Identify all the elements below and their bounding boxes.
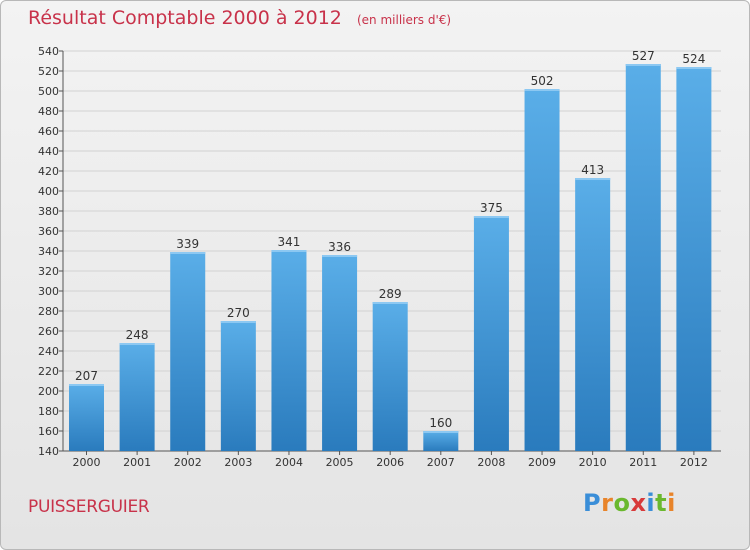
logo-letter: o	[613, 489, 631, 517]
proxiti-logo: Proxiti	[583, 489, 676, 517]
bar-highlight	[473, 216, 509, 218]
bar-value-label: 413	[581, 163, 604, 177]
bar	[423, 431, 459, 451]
logo-letter: x	[630, 489, 647, 517]
bar	[322, 255, 358, 451]
x-tick-label: 2004	[275, 456, 303, 469]
y-tick-label: 380	[38, 205, 59, 218]
y-tick-label: 500	[38, 85, 59, 98]
logo-letter: r	[601, 489, 614, 517]
bar-highlight	[119, 343, 155, 345]
bar-highlight	[575, 178, 611, 180]
bar-value-label: 524	[682, 52, 705, 66]
title-row: Résultat Comptable 2000 à 2012 (en milli…	[28, 7, 451, 29]
bar	[271, 250, 307, 451]
chart-title: Résultat Comptable 2000 à 2012	[28, 7, 342, 29]
bar-value-label: 375	[480, 201, 503, 215]
x-tick-label: 2010	[579, 456, 607, 469]
y-tick-label: 400	[38, 185, 59, 198]
x-tick-label: 2012	[680, 456, 708, 469]
bar	[676, 67, 712, 451]
bar-highlight	[372, 302, 408, 304]
bar	[524, 89, 560, 451]
y-tick-label: 360	[38, 225, 59, 238]
y-tick-label: 220	[38, 365, 59, 378]
x-tick-label: 2007	[427, 456, 455, 469]
y-tick-label: 240	[38, 345, 59, 358]
x-tick-label: 2000	[73, 456, 101, 469]
bar-highlight	[524, 89, 560, 91]
y-tick-label: 160	[38, 425, 59, 438]
y-tick-label: 180	[38, 405, 59, 418]
bar-value-label: 341	[278, 235, 301, 249]
bar	[625, 64, 661, 451]
chart-subtitle: (en milliers d'€)	[356, 13, 452, 27]
bars	[69, 64, 712, 451]
bar-value-label: 336	[328, 240, 351, 254]
x-tick-label: 2005	[326, 456, 354, 469]
x-tick-label: 2009	[528, 456, 556, 469]
bar	[170, 252, 206, 451]
y-tick-label: 540	[38, 45, 59, 58]
y-tick-label: 480	[38, 105, 59, 118]
bar-value-label: 289	[379, 287, 402, 301]
y-tick-label: 460	[38, 125, 59, 138]
y-tick-label: 520	[38, 65, 59, 78]
town-name: PUISSERGUIER	[28, 497, 150, 517]
bar-highlight	[423, 431, 459, 433]
y-tick-label: 320	[38, 265, 59, 278]
bar-value-label: 527	[632, 49, 655, 63]
x-tick-label: 2008	[477, 456, 505, 469]
bar-value-label: 270	[227, 306, 250, 320]
bar	[473, 216, 509, 451]
bar-value-label: 160	[429, 416, 452, 430]
bar	[119, 343, 155, 451]
logo-letter: t	[655, 489, 668, 517]
y-tick-label: 260	[38, 325, 59, 338]
bar-highlight	[322, 255, 358, 257]
bar-highlight	[69, 384, 104, 386]
x-tick-label: 2001	[123, 456, 151, 469]
bar-highlight	[271, 250, 307, 252]
y-tick-label: 300	[38, 285, 59, 298]
bar	[575, 178, 611, 451]
x-tick-label: 2002	[174, 456, 202, 469]
y-tick-label: 440	[38, 145, 59, 158]
logo-letter: P	[583, 489, 602, 517]
bar-highlight	[676, 67, 712, 69]
bar-highlight	[220, 321, 256, 323]
logo-letter: i	[646, 489, 656, 517]
y-tick-label: 280	[38, 305, 59, 318]
bar	[220, 321, 256, 451]
bar	[372, 302, 408, 451]
logo-letter: i	[667, 489, 676, 517]
bar-value-label: 207	[75, 369, 98, 383]
bar-value-label: 502	[531, 74, 554, 88]
bar-highlight	[625, 64, 661, 66]
x-tick-label: 2006	[376, 456, 404, 469]
bar-highlight	[170, 252, 206, 254]
y-tick-label: 200	[38, 385, 59, 398]
labels: 140 160 180 200 220 240 260 280 300 320 340 360 380 4…	[38, 45, 708, 469]
bar-value-label: 248	[126, 328, 149, 342]
x-tick-label: 2003	[224, 456, 252, 469]
y-tick-label: 340	[38, 245, 59, 258]
y-tick-label: 420	[38, 165, 59, 178]
bar-value-label: 339	[176, 237, 199, 251]
bar	[69, 384, 104, 451]
x-tick-label: 2011	[629, 456, 657, 469]
y-tick-label: 140	[38, 445, 59, 458]
